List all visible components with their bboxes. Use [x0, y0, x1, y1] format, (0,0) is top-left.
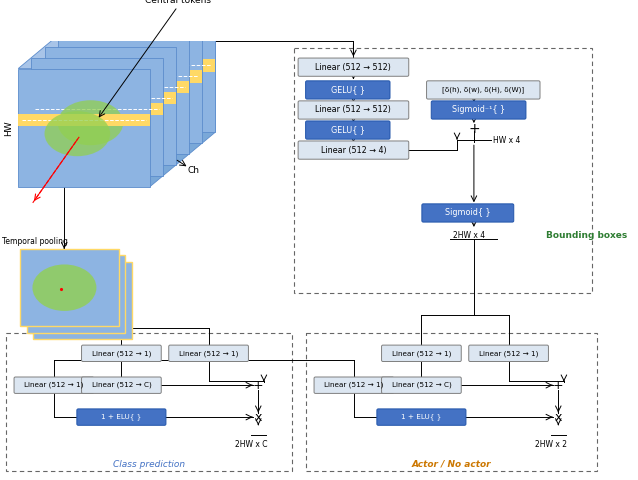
Text: +: +: [553, 379, 563, 392]
Text: Linear (512 → 1): Linear (512 → 1): [92, 350, 151, 357]
Bar: [31, 58, 163, 176]
Text: Linear (512 → 512): Linear (512 → 512): [316, 63, 391, 72]
Bar: [31, 103, 163, 115]
Text: GELU{ }: GELU{ }: [331, 126, 365, 134]
Text: Linear (512 → 1): Linear (512 → 1): [479, 350, 538, 357]
FancyBboxPatch shape: [427, 81, 540, 99]
Bar: [19, 114, 149, 126]
Bar: [306, 333, 597, 471]
Ellipse shape: [33, 264, 96, 311]
Ellipse shape: [57, 100, 123, 145]
FancyBboxPatch shape: [298, 141, 409, 159]
FancyBboxPatch shape: [298, 101, 409, 119]
Text: +: +: [253, 379, 263, 392]
Text: 1 + ELU{ }: 1 + ELU{ }: [101, 414, 142, 420]
FancyBboxPatch shape: [14, 377, 94, 394]
Text: Ch: Ch: [188, 166, 200, 175]
Text: Sigmoid{ }: Sigmoid{ }: [445, 208, 491, 217]
Bar: [71, 25, 202, 143]
Text: Actor / No actor: Actor / No actor: [412, 459, 491, 468]
Bar: [45, 92, 176, 105]
FancyBboxPatch shape: [82, 377, 161, 394]
FancyBboxPatch shape: [77, 409, 166, 425]
Text: Temporal pooling: Temporal pooling: [3, 237, 68, 246]
Polygon shape: [19, 14, 215, 69]
FancyBboxPatch shape: [168, 345, 248, 361]
FancyBboxPatch shape: [422, 204, 514, 222]
FancyBboxPatch shape: [382, 345, 461, 361]
Text: 1 + ELU{ }: 1 + ELU{ }: [401, 414, 441, 420]
Text: Bounding boxes: Bounding boxes: [546, 231, 627, 240]
FancyBboxPatch shape: [314, 377, 394, 394]
Bar: [27, 255, 125, 333]
FancyBboxPatch shape: [431, 101, 526, 119]
Text: [δ(h), δ(w), δ(H), δ(W)]: [δ(h), δ(w), δ(H), δ(W)]: [442, 86, 524, 93]
Text: 2HW x 4: 2HW x 4: [453, 231, 486, 240]
Bar: [294, 48, 592, 293]
Text: x: x: [255, 410, 262, 423]
Text: 2HW x 2: 2HW x 2: [535, 440, 567, 449]
FancyBboxPatch shape: [469, 345, 549, 361]
Text: Central tokens: Central tokens: [145, 0, 211, 5]
Ellipse shape: [45, 111, 110, 156]
Bar: [6, 333, 292, 471]
FancyBboxPatch shape: [382, 377, 461, 394]
Bar: [20, 249, 119, 326]
Text: Linear (512 → 4): Linear (512 → 4): [321, 145, 386, 155]
FancyBboxPatch shape: [377, 409, 466, 425]
Text: GELU{ }: GELU{ }: [331, 85, 365, 95]
Text: Linear (512 → 1): Linear (512 → 1): [324, 382, 383, 388]
FancyBboxPatch shape: [82, 345, 161, 361]
Text: HW: HW: [4, 120, 13, 135]
Bar: [57, 81, 189, 94]
Bar: [57, 36, 189, 154]
Bar: [19, 69, 149, 187]
Bar: [33, 262, 131, 339]
FancyBboxPatch shape: [306, 121, 390, 139]
FancyBboxPatch shape: [298, 58, 409, 76]
Bar: [71, 70, 202, 83]
Text: Linear (512 → 1): Linear (512 → 1): [179, 350, 238, 357]
Text: x: x: [554, 410, 562, 423]
Text: Linear (512 → 1): Linear (512 → 1): [392, 350, 451, 357]
Text: +: +: [468, 121, 480, 136]
Text: Linear (512 → C): Linear (512 → C): [392, 382, 451, 388]
Text: Linear (512 → C): Linear (512 → C): [91, 382, 151, 388]
Polygon shape: [149, 14, 215, 187]
FancyBboxPatch shape: [306, 81, 390, 99]
Bar: [84, 14, 215, 132]
Text: Linear (512 → 512): Linear (512 → 512): [316, 106, 391, 115]
Text: HW x 4: HW x 4: [493, 136, 520, 145]
Text: Linear (512 → 1): Linear (512 → 1): [24, 382, 84, 388]
Text: Class prediction: Class prediction: [113, 459, 185, 468]
Bar: [84, 59, 215, 72]
Text: Sigmoid⁻¹{ }: Sigmoid⁻¹{ }: [452, 106, 505, 115]
Bar: [45, 47, 176, 165]
Text: 2HW x C: 2HW x C: [235, 440, 267, 449]
